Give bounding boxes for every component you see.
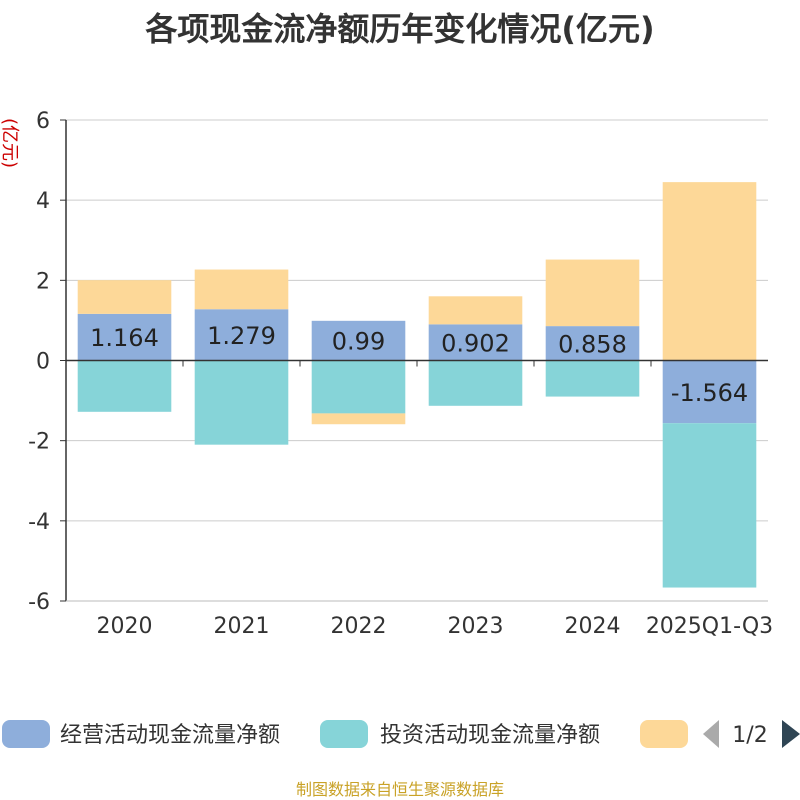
x-tick-label: 2020 <box>97 614 153 639</box>
y-tick-label: -6 <box>28 590 50 615</box>
bar-series2-2025Q1-Q3[interactable] <box>662 423 757 588</box>
legend-swatch[interactable] <box>640 720 688 748</box>
bar-series1-2023[interactable] <box>428 324 523 361</box>
data-label: 0.99 <box>332 328 385 356</box>
x-tick-label: 2025Q1-Q3 <box>646 614 773 639</box>
bar-series2-2024[interactable] <box>545 360 640 397</box>
legend-item-label[interactable]: 经营活动现金流量净额 <box>60 723 280 748</box>
y-tick-label: 0 <box>36 350 50 375</box>
y-tick-label: -4 <box>28 510 50 535</box>
bar-series2-2021[interactable] <box>194 360 289 445</box>
bars <box>77 182 757 588</box>
axes: 6 4 2 0 -2 -4 -6 2020 2021 2022 2023 2024 2025Q1-Q3 <box>28 109 773 639</box>
bar-labels: 1.164 1.279 0.99 0.902 0.858 -1.564 <box>90 322 748 407</box>
chart-title: 各项现金流净额历年变化情况(亿元) <box>145 10 655 48</box>
x-tick-label: 2022 <box>331 614 387 639</box>
bar-series3-2020[interactable] <box>77 280 172 314</box>
legend-item-label[interactable]: 投资活动现金流量净额 <box>380 723 600 748</box>
bar-series1-2024[interactable] <box>545 326 640 361</box>
x-tick-label: 2024 <box>565 614 621 639</box>
bar-series1-2022[interactable] <box>311 320 406 361</box>
bar-series1-2025Q1-Q3[interactable] <box>662 360 757 424</box>
y-tick-label: -2 <box>28 430 50 455</box>
legend: 经营活动现金流量净额 投资活动现金流量净额 1/2 <box>2 720 800 748</box>
legend-next-icon[interactable] <box>782 720 800 748</box>
bar-series3-2023[interactable] <box>428 296 523 325</box>
bar-series2-2022[interactable] <box>311 360 406 414</box>
y-tick-label: 6 <box>36 109 50 134</box>
bar-series3-2025Q1-Q3[interactable] <box>662 182 757 361</box>
source-note: 制图数据来自恒生聚源数据库 <box>295 780 504 799</box>
data-label: 0.858 <box>558 330 627 358</box>
bar-series2-2020[interactable] <box>77 360 172 412</box>
data-label: 1.279 <box>207 322 276 350</box>
x-tick-label: 2021 <box>214 614 270 639</box>
y-tick-label: 2 <box>36 269 50 294</box>
legend-page-indicator: 1/2 <box>732 723 767 748</box>
bar-series1-2021[interactable] <box>194 309 289 361</box>
legend-swatch[interactable] <box>2 720 50 748</box>
bar-series3-2022[interactable] <box>311 413 406 425</box>
x-tick-label: 2023 <box>448 614 504 639</box>
legend-swatch[interactable] <box>320 720 368 748</box>
bar-series3-2021[interactable] <box>194 269 289 310</box>
y-axis-label: (亿元) <box>0 118 20 168</box>
bar-series1-2020[interactable] <box>77 313 172 361</box>
data-label: -1.564 <box>671 379 748 407</box>
y-tick-label: 4 <box>36 189 50 214</box>
data-label: 0.902 <box>441 329 510 357</box>
data-label: 1.164 <box>90 324 159 352</box>
legend-prev-icon[interactable] <box>703 720 719 748</box>
bar-series2-2023[interactable] <box>428 360 523 406</box>
bar-series3-2024[interactable] <box>545 259 640 327</box>
